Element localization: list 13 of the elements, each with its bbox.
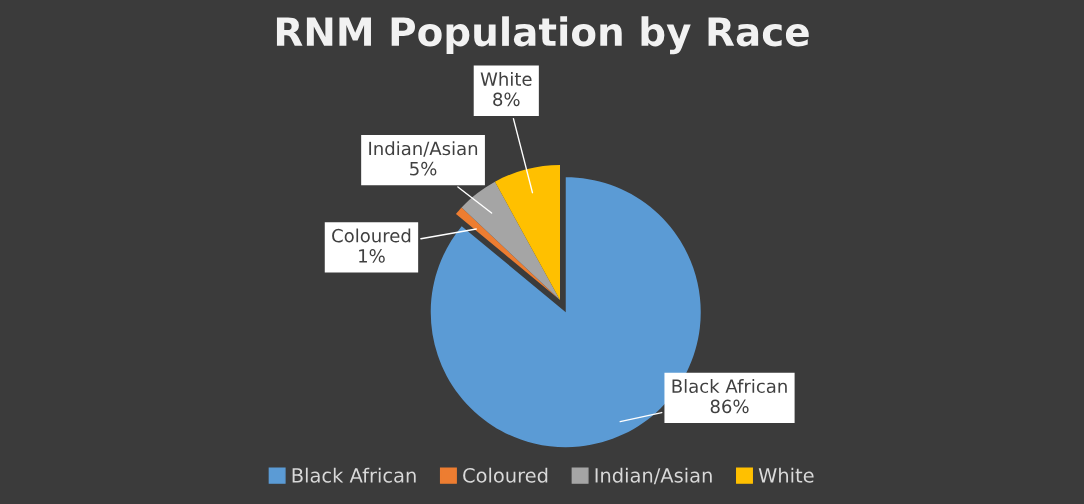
legend-label: Indian/Asian xyxy=(595,467,712,485)
slice-label: Coloured xyxy=(332,228,411,243)
chart-title: RNM Population by Race xyxy=(276,16,809,55)
slice-label: Black African xyxy=(672,379,787,393)
legend-label: White xyxy=(758,467,814,483)
data-label: 86% xyxy=(710,399,749,414)
slice-label: Indian/Asian xyxy=(369,141,478,157)
slice-label: White xyxy=(480,71,532,86)
legend-label: Coloured xyxy=(463,467,548,483)
data-label: 5% xyxy=(410,161,437,176)
legend-label: Black African xyxy=(292,467,416,483)
data-label: 1% xyxy=(359,249,385,263)
data-label: 8% xyxy=(493,92,520,107)
